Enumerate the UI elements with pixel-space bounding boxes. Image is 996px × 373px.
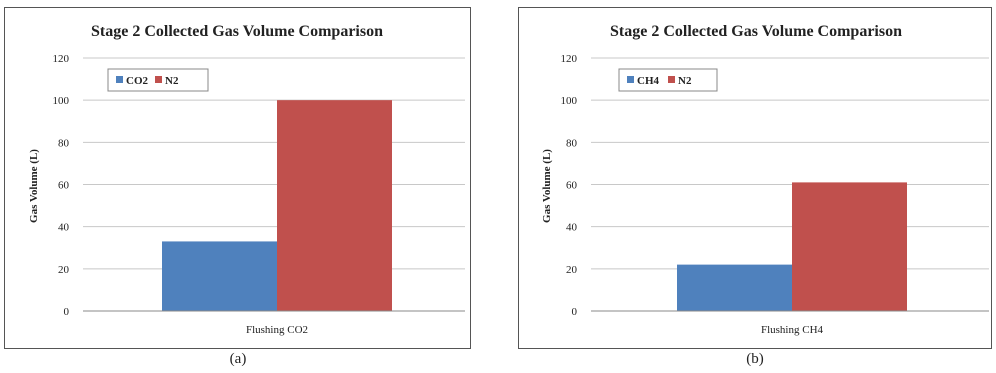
chart-a-ytick-label: 40 — [58, 222, 70, 234]
chart-b-ytick-label: 40 — [566, 222, 578, 234]
chart-a-bar-co2 — [162, 241, 277, 311]
chart-b-bars — [677, 182, 907, 311]
chart-a-legend-swatch-co2 — [116, 76, 123, 83]
chart-b-legend-label-n2: N2 — [678, 75, 692, 87]
chart-a-svg: Stage 2 Collected Gas Volume Comparison … — [28, 23, 465, 336]
caption-b: (b) — [746, 351, 764, 367]
chart-a-ytick-label: 0 — [64, 306, 70, 318]
chart-a-title: Stage 2 Collected Gas Volume Comparison — [91, 23, 383, 40]
chart-b-title: Stage 2 Collected Gas Volume Comparison — [610, 23, 902, 40]
chart-a-gridlines — [83, 57, 465, 270]
chart-a-ytick-label: 20 — [58, 264, 70, 276]
chart-b-gridlines — [591, 57, 989, 270]
chart-b-ytick-label: 0 — [572, 306, 578, 318]
chart-b-ytick-label: 80 — [566, 137, 578, 149]
chart-b-ylabel: Gas Volume (L) — [541, 149, 553, 223]
chart-a-category-label: Flushing CO2 — [246, 324, 308, 336]
chart-a-ylabel: Gas Volume (L) — [28, 149, 40, 223]
chart-b-category-label: Flushing CH4 — [761, 324, 824, 336]
chart-a-ytick-label: 120 — [53, 53, 70, 65]
chart-b-yticks: 0 20 40 60 80 100 120 — [561, 53, 578, 318]
caption-a: (a) — [229, 351, 247, 367]
chart-a-legend-label-n2: N2 — [165, 75, 179, 87]
chart-b-bar-n2 — [792, 182, 907, 311]
chart-a-bars — [162, 100, 392, 312]
chart-a-legend: CO2 N2 — [107, 68, 209, 92]
chart-b-legend-swatch-n2 — [668, 76, 675, 83]
chart-b-ytick-label: 20 — [566, 264, 578, 276]
chart-panel-a: Stage 2 Collected Gas Volume Comparison … — [4, 7, 471, 349]
chart-b-legend-label-ch4: CH4 — [637, 75, 660, 87]
chart-a-legend-swatch-n2 — [155, 76, 162, 83]
chart-b-ytick-label: 60 — [566, 180, 578, 192]
chart-a-ytick-label: 60 — [58, 180, 70, 192]
chart-b-ytick-label: 100 — [561, 95, 578, 107]
chart-b-legend: CH4 N2 — [618, 68, 718, 92]
chart-a-ytick-label: 80 — [58, 137, 70, 149]
chart-panel-b: Stage 2 Collected Gas Volume Comparison … — [518, 7, 992, 349]
chart-b-legend-swatch-ch4 — [627, 76, 634, 83]
chart-a-yticks: 0 20 40 60 80 100 120 — [53, 53, 70, 318]
chart-a-ytick-label: 100 — [53, 95, 70, 107]
chart-a-bar-n2 — [277, 100, 392, 312]
chart-b-svg: Stage 2 Collected Gas Volume Comparison … — [541, 23, 989, 336]
chart-a-legend-label-co2: CO2 — [126, 75, 149, 87]
chart-b-bar-ch4 — [677, 264, 792, 311]
chart-b-ytick-label: 120 — [561, 53, 578, 65]
